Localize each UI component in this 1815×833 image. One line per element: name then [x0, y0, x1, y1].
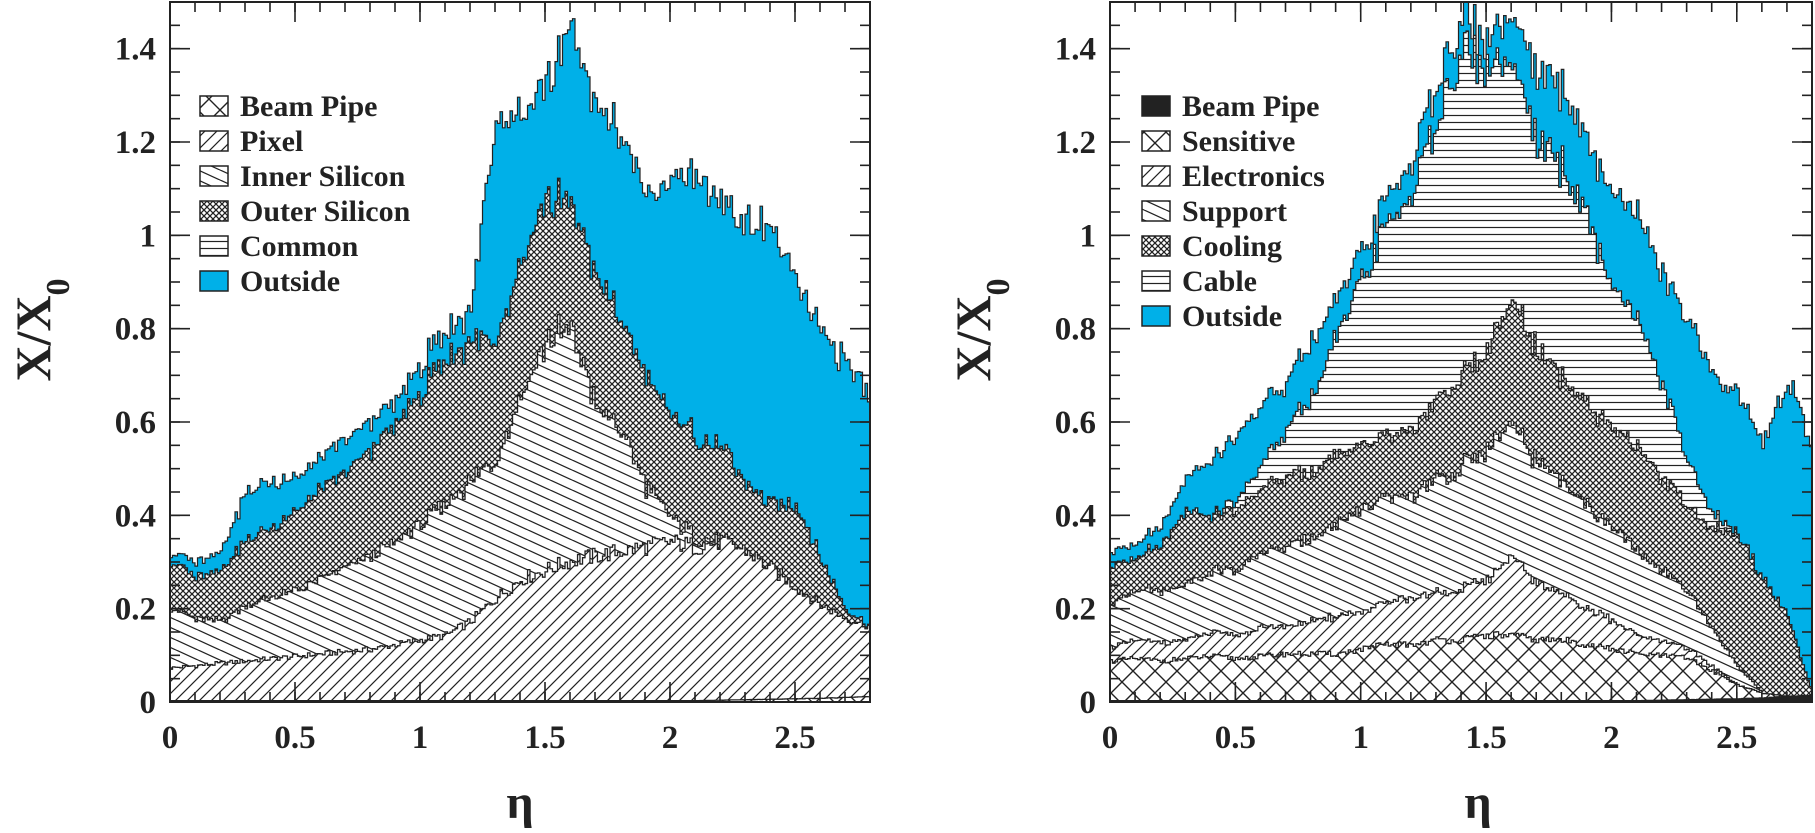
right-legend: Beam PipeSensitiveElectronicsSupportCool…: [1141, 90, 1325, 333]
x-tick-label: 0: [162, 720, 179, 756]
y-tick-label: 0.8: [1055, 312, 1096, 348]
legend-swatch: [1141, 130, 1171, 152]
axis-ticks: 0 0.5 1 1.5 2 2.5 0 0.2 0.4 0.6 0.8 1 1.2 1.4: [115, 1, 871, 756]
legend-label: Support: [1182, 195, 1287, 228]
legend-label: Beam Pipe: [240, 90, 377, 123]
legend-label: Cable: [1182, 265, 1257, 298]
x-tick-label: 2.5: [774, 720, 815, 756]
x-tick-label: 1: [1352, 720, 1369, 756]
legend-swatch: [1141, 270, 1171, 292]
x-tick-label: 1.5: [1465, 720, 1506, 756]
legend-label: Pixel: [240, 125, 303, 158]
y-tick-label: 1: [1080, 218, 1097, 254]
legend-label: Sensitive: [1182, 125, 1295, 158]
right-y-axis-title: X/X0: [945, 278, 1017, 381]
legend-label: Outside: [1182, 300, 1282, 333]
x-tick-label: 0.5: [274, 720, 315, 756]
y-tick-label: 1: [140, 218, 157, 254]
x-tick-label: 2: [1603, 720, 1620, 756]
legend-swatch: [1141, 95, 1171, 117]
legend-swatch: [1141, 200, 1171, 222]
legend-swatch: [199, 130, 229, 152]
y-tick-label: 0.8: [115, 312, 156, 348]
x-tick-label: 1: [412, 720, 429, 756]
left-plot-area: [169, 18, 871, 703]
legend-label: Common: [240, 230, 359, 263]
legend-swatch: [1141, 235, 1171, 257]
x-tick-label: 0.5: [1215, 720, 1256, 756]
y-tick-label: 0.2: [115, 592, 156, 628]
y-tick-label: 1.2: [115, 125, 156, 161]
x-tick-label: 0: [1102, 720, 1119, 756]
legend-label: Outer Silicon: [240, 195, 411, 228]
right-plot-frame: [1109, 1, 1813, 703]
legend-swatch: [1141, 165, 1171, 187]
right-panel: X/X0 η Beam PipeSensitiveElectronicsSupp…: [945, 1, 1813, 829]
legend-label: Inner Silicon: [240, 160, 406, 193]
y-axis-subscript: 0: [40, 278, 77, 295]
left-y-axis-title: X/X0: [5, 278, 77, 381]
y-tick-label: 1.2: [1055, 125, 1096, 161]
left-plot-frame: [169, 1, 871, 703]
y-axis-subscript: 0: [980, 278, 1017, 295]
legend-swatch: [1141, 305, 1171, 327]
legend-swatch: [199, 200, 229, 222]
y-tick-label: 0.6: [115, 405, 156, 441]
right-plot-area: [1109, 1, 1813, 703]
right-x-axis-title: η: [1464, 776, 1491, 829]
left-x-axis-title: η: [506, 776, 533, 829]
legend-swatch: [199, 95, 229, 117]
y-tick-label: 1.4: [1055, 32, 1096, 68]
x-tick-label: 2: [662, 720, 679, 756]
y-tick-label: 0.2: [1055, 592, 1096, 628]
legend-label: Cooling: [1182, 230, 1282, 263]
axis-ticks: 0 0.5 1 1.5 2 2.5 0 0.2 0.4 0.6 0.8 1 1.2 1.4: [1055, 1, 1813, 756]
x-tick-label: 1.5: [524, 720, 565, 756]
legend-label: Electronics: [1182, 160, 1325, 193]
y-tick-label: 0.4: [1055, 498, 1096, 534]
y-tick-label: 0.6: [1055, 405, 1096, 441]
x-tick-label: 2.5: [1716, 720, 1757, 756]
y-tick-label: 0: [140, 685, 157, 721]
y-tick-label: 1.4: [115, 32, 156, 68]
y-tick-label: 0: [1080, 685, 1097, 721]
legend-swatch: [199, 270, 229, 292]
legend-label: Beam Pipe: [1182, 90, 1319, 123]
legend-swatch: [199, 165, 229, 187]
legend-label: Outside: [240, 265, 340, 298]
legend-swatch: [199, 235, 229, 257]
y-tick-label: 0.4: [115, 498, 156, 534]
